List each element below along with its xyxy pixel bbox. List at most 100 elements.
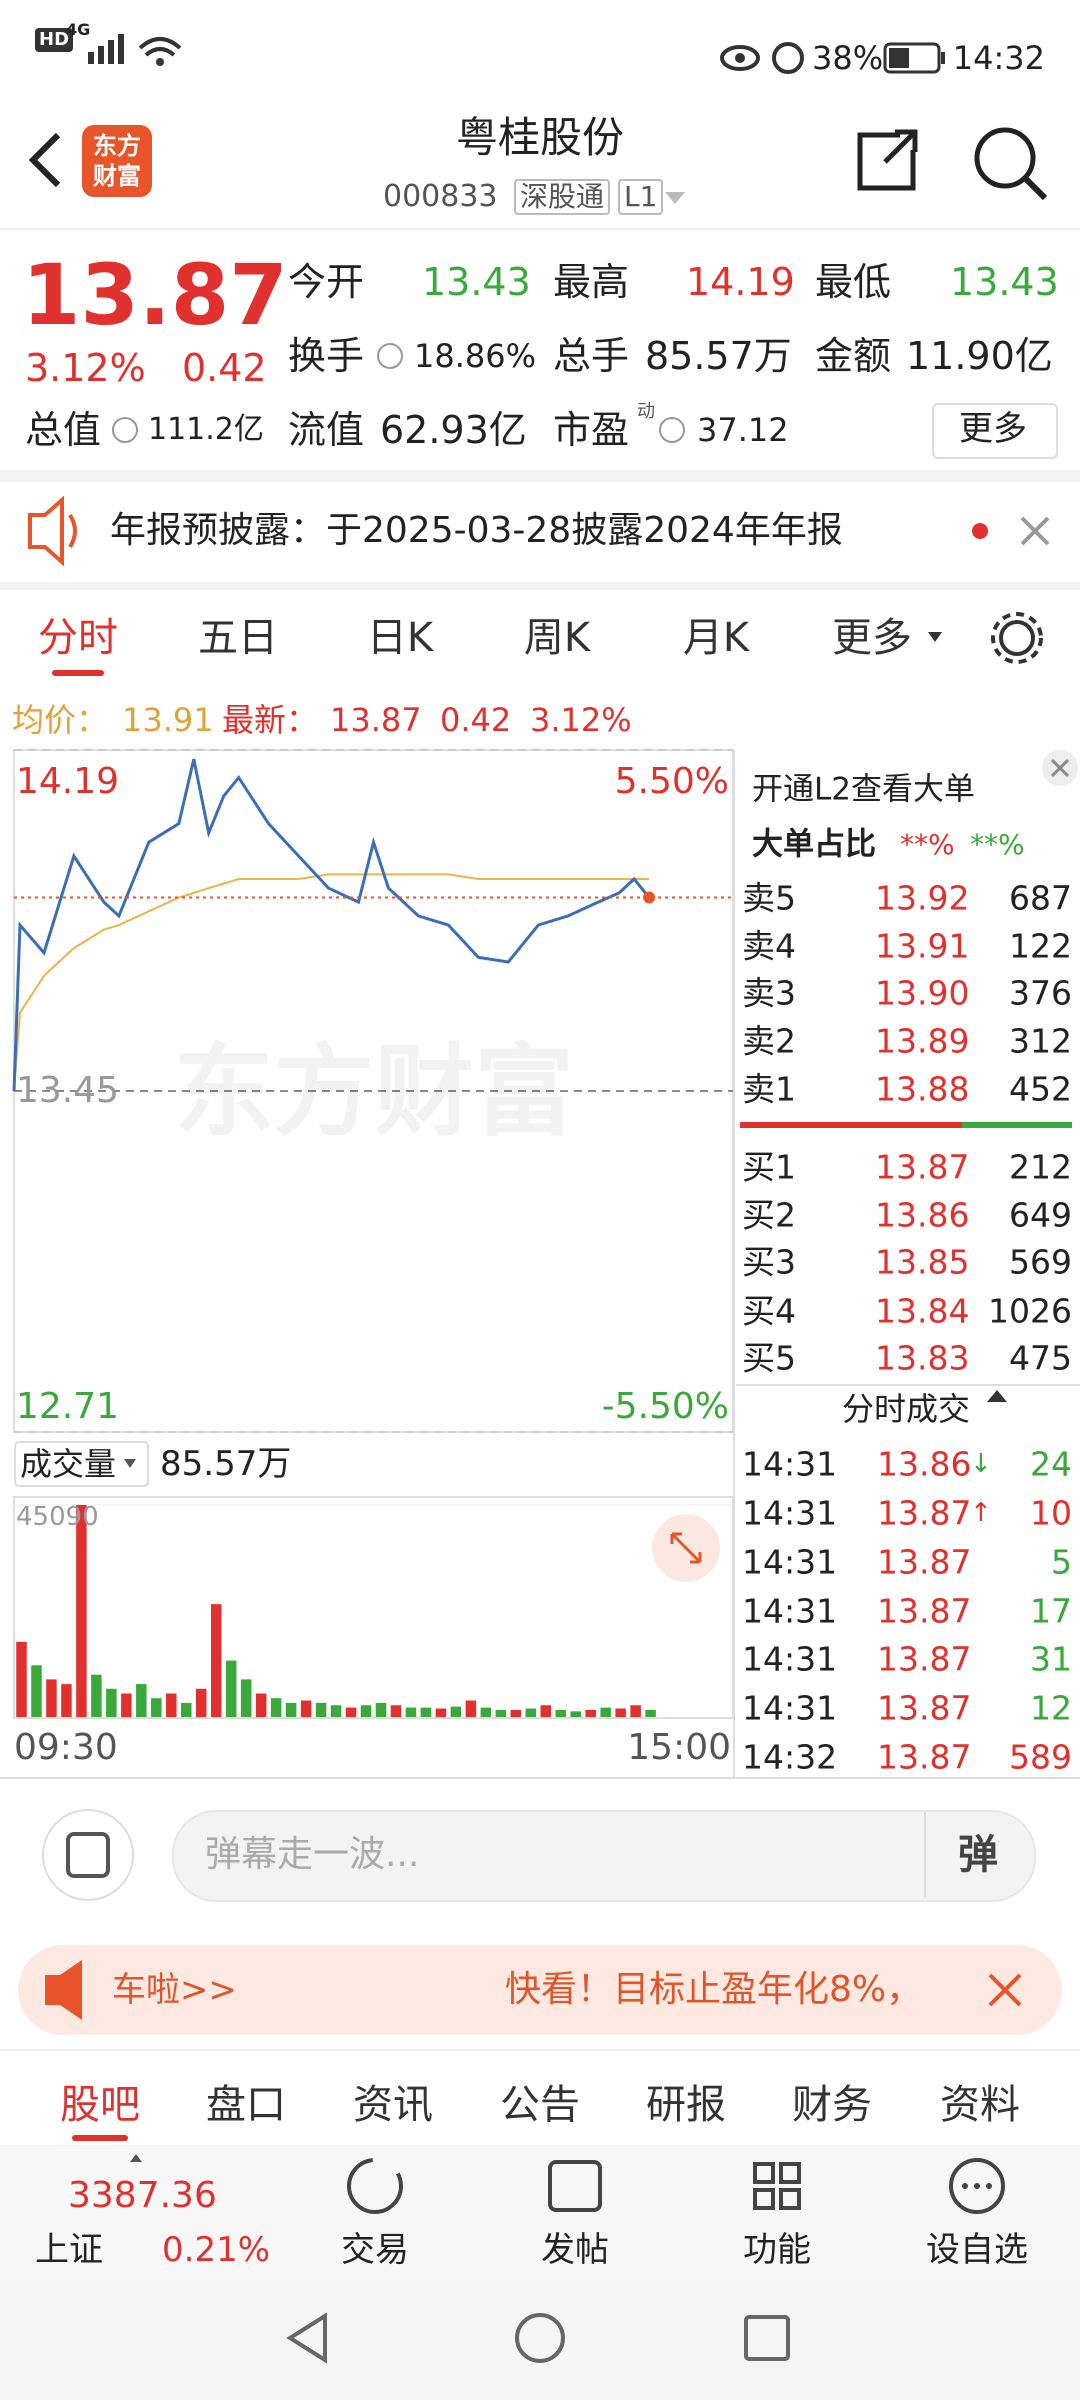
volume-bar [495,1709,507,1717]
volume-bar [480,1707,492,1717]
speaker-wave [68,513,77,549]
trade-price: 13.87 [877,1542,972,1582]
avg-value: 13.91 [122,701,214,739]
nav-label[interactable]: 功能 [743,2230,811,2270]
index-arrow [130,2154,142,2162]
volume-bar [600,1707,611,1717]
volume-title: 成交量 [20,1445,117,1483]
trade-price: 13.87 [877,1591,972,1631]
content-tab[interactable]: 研报 [646,2082,726,2128]
nav-label[interactable]: 设自选 [926,2230,1028,2270]
comment-icon-button[interactable] [42,1809,134,1901]
volume-selector[interactable] [14,1441,149,1487]
trade-time: 14:31 [742,1639,838,1679]
y-tick-label: 45090 [16,1502,99,1532]
content-tab[interactable]: 公告 [500,2082,580,2128]
ad-close[interactable] [988,1973,1022,2007]
trades-title: 分时成交 [841,1390,971,1428]
settings-icon[interactable] [999,620,1035,656]
chart-tab[interactable]: 五日 [198,615,278,661]
volume-bar [345,1707,357,1717]
volume-bar [46,1679,57,1717]
l2-link[interactable]: 开通L2查看大单 [752,771,975,808]
volume-bar [16,1641,27,1717]
watchlist-icon[interactable] [949,2158,1005,2214]
content-tab[interactable]: 资讯 [353,2082,433,2128]
content-tab[interactable]: 盘口 [206,2082,286,2128]
volume-bar [240,1679,252,1717]
comment-placeholder: 弹幕走一波... [205,1834,420,1875]
x-tick-label: 09:30 [14,1727,118,1768]
settings-icon-teeth [991,612,1043,664]
volume-total: 85.57万 [160,1444,292,1484]
y-tick-label: 12.71 [16,1386,120,1427]
function-icon[interactable] [753,2162,801,2210]
hd-indicator: HD [35,28,74,52]
danmaku-button[interactable]: 弹 [958,1832,998,1878]
nav-label[interactable]: 交易 [341,2230,409,2270]
content-tab[interactable]: 财务 [792,2082,872,2128]
volume-bar [121,1693,132,1717]
ad-text: 快看！目标止盈年化8%， [505,1969,923,2010]
trade-volume: 589 [1009,1737,1072,1777]
comment-icon [66,1832,110,1878]
volume-chart-frame [13,1496,734,1719]
quote-label: 金额 [815,334,892,378]
system-back[interactable] [286,2312,327,2364]
content-tab[interactable]: 股吧 [60,2082,140,2128]
watchlist-dots [962,2183,992,2189]
system-home[interactable] [515,2313,565,2363]
ad-text: 车啦>> [112,1970,237,2010]
quote-value: 85.57万 [645,334,792,378]
price-line [13,873,650,1092]
content-tab[interactable]: 资料 [940,2082,1020,2128]
back-icon[interactable] [28,132,61,188]
book-price: 13.86 [875,1195,970,1235]
volume-bar [106,1688,117,1717]
search-icon-handle [1022,175,1048,201]
quote-value: 11.90亿 [906,334,1053,378]
chart-tab[interactable]: 分时 [38,615,118,661]
chart-tab[interactable]: 周K [523,615,591,661]
book-price: 13.88 [875,1069,970,1109]
chart-tab[interactable]: 更多 [832,615,912,661]
more-button[interactable] [932,403,1058,459]
book-level: 卖3 [742,973,796,1013]
share-icon[interactable] [857,129,918,191]
book-volume: 475 [1009,1338,1072,1378]
trade-price: 13.87 [877,1737,972,1777]
comment-input[interactable] [172,1810,1036,1902]
level-tag: L1 [618,179,664,215]
volume-bar [390,1705,402,1717]
notice-close[interactable] [1020,516,1050,546]
book-price: 13.85 [875,1242,970,1282]
more-button-label[interactable]: 更多 [959,409,1027,449]
system-recent[interactable] [744,2315,790,2361]
separator [0,470,1080,482]
trade-icon[interactable] [347,2158,403,2214]
search-icon[interactable] [974,127,1036,189]
info-icon [659,417,685,443]
tab-underline [72,2135,128,2141]
trade-arrow: ↓ [970,1449,992,1479]
trade-arrow: ↑ [970,1498,992,1528]
book-level: 买4 [742,1291,796,1331]
chart-tab[interactable]: 日K [366,615,434,661]
ratio-bar-red [740,1122,962,1128]
ad-banner[interactable] [18,1945,1062,2035]
quote-label: 最高 [553,260,630,304]
volume-bar [585,1709,596,1717]
volume-bar [255,1693,267,1717]
quote-label: 总手 [553,334,630,378]
book-volume: 452 [1009,1069,1072,1109]
panel-close-x [1050,758,1070,778]
book-price: 13.87 [875,1147,970,1187]
y2-tick-label: 5.50% [614,761,729,802]
quote-value: 13.43 [950,260,1059,304]
pe-superscript: 动 [637,401,655,422]
nav-label[interactable]: 发帖 [541,2230,609,2270]
trade-time: 14:31 [742,1591,838,1631]
post-icon[interactable] [548,2160,602,2212]
chart-tab[interactable]: 月K [682,615,750,661]
